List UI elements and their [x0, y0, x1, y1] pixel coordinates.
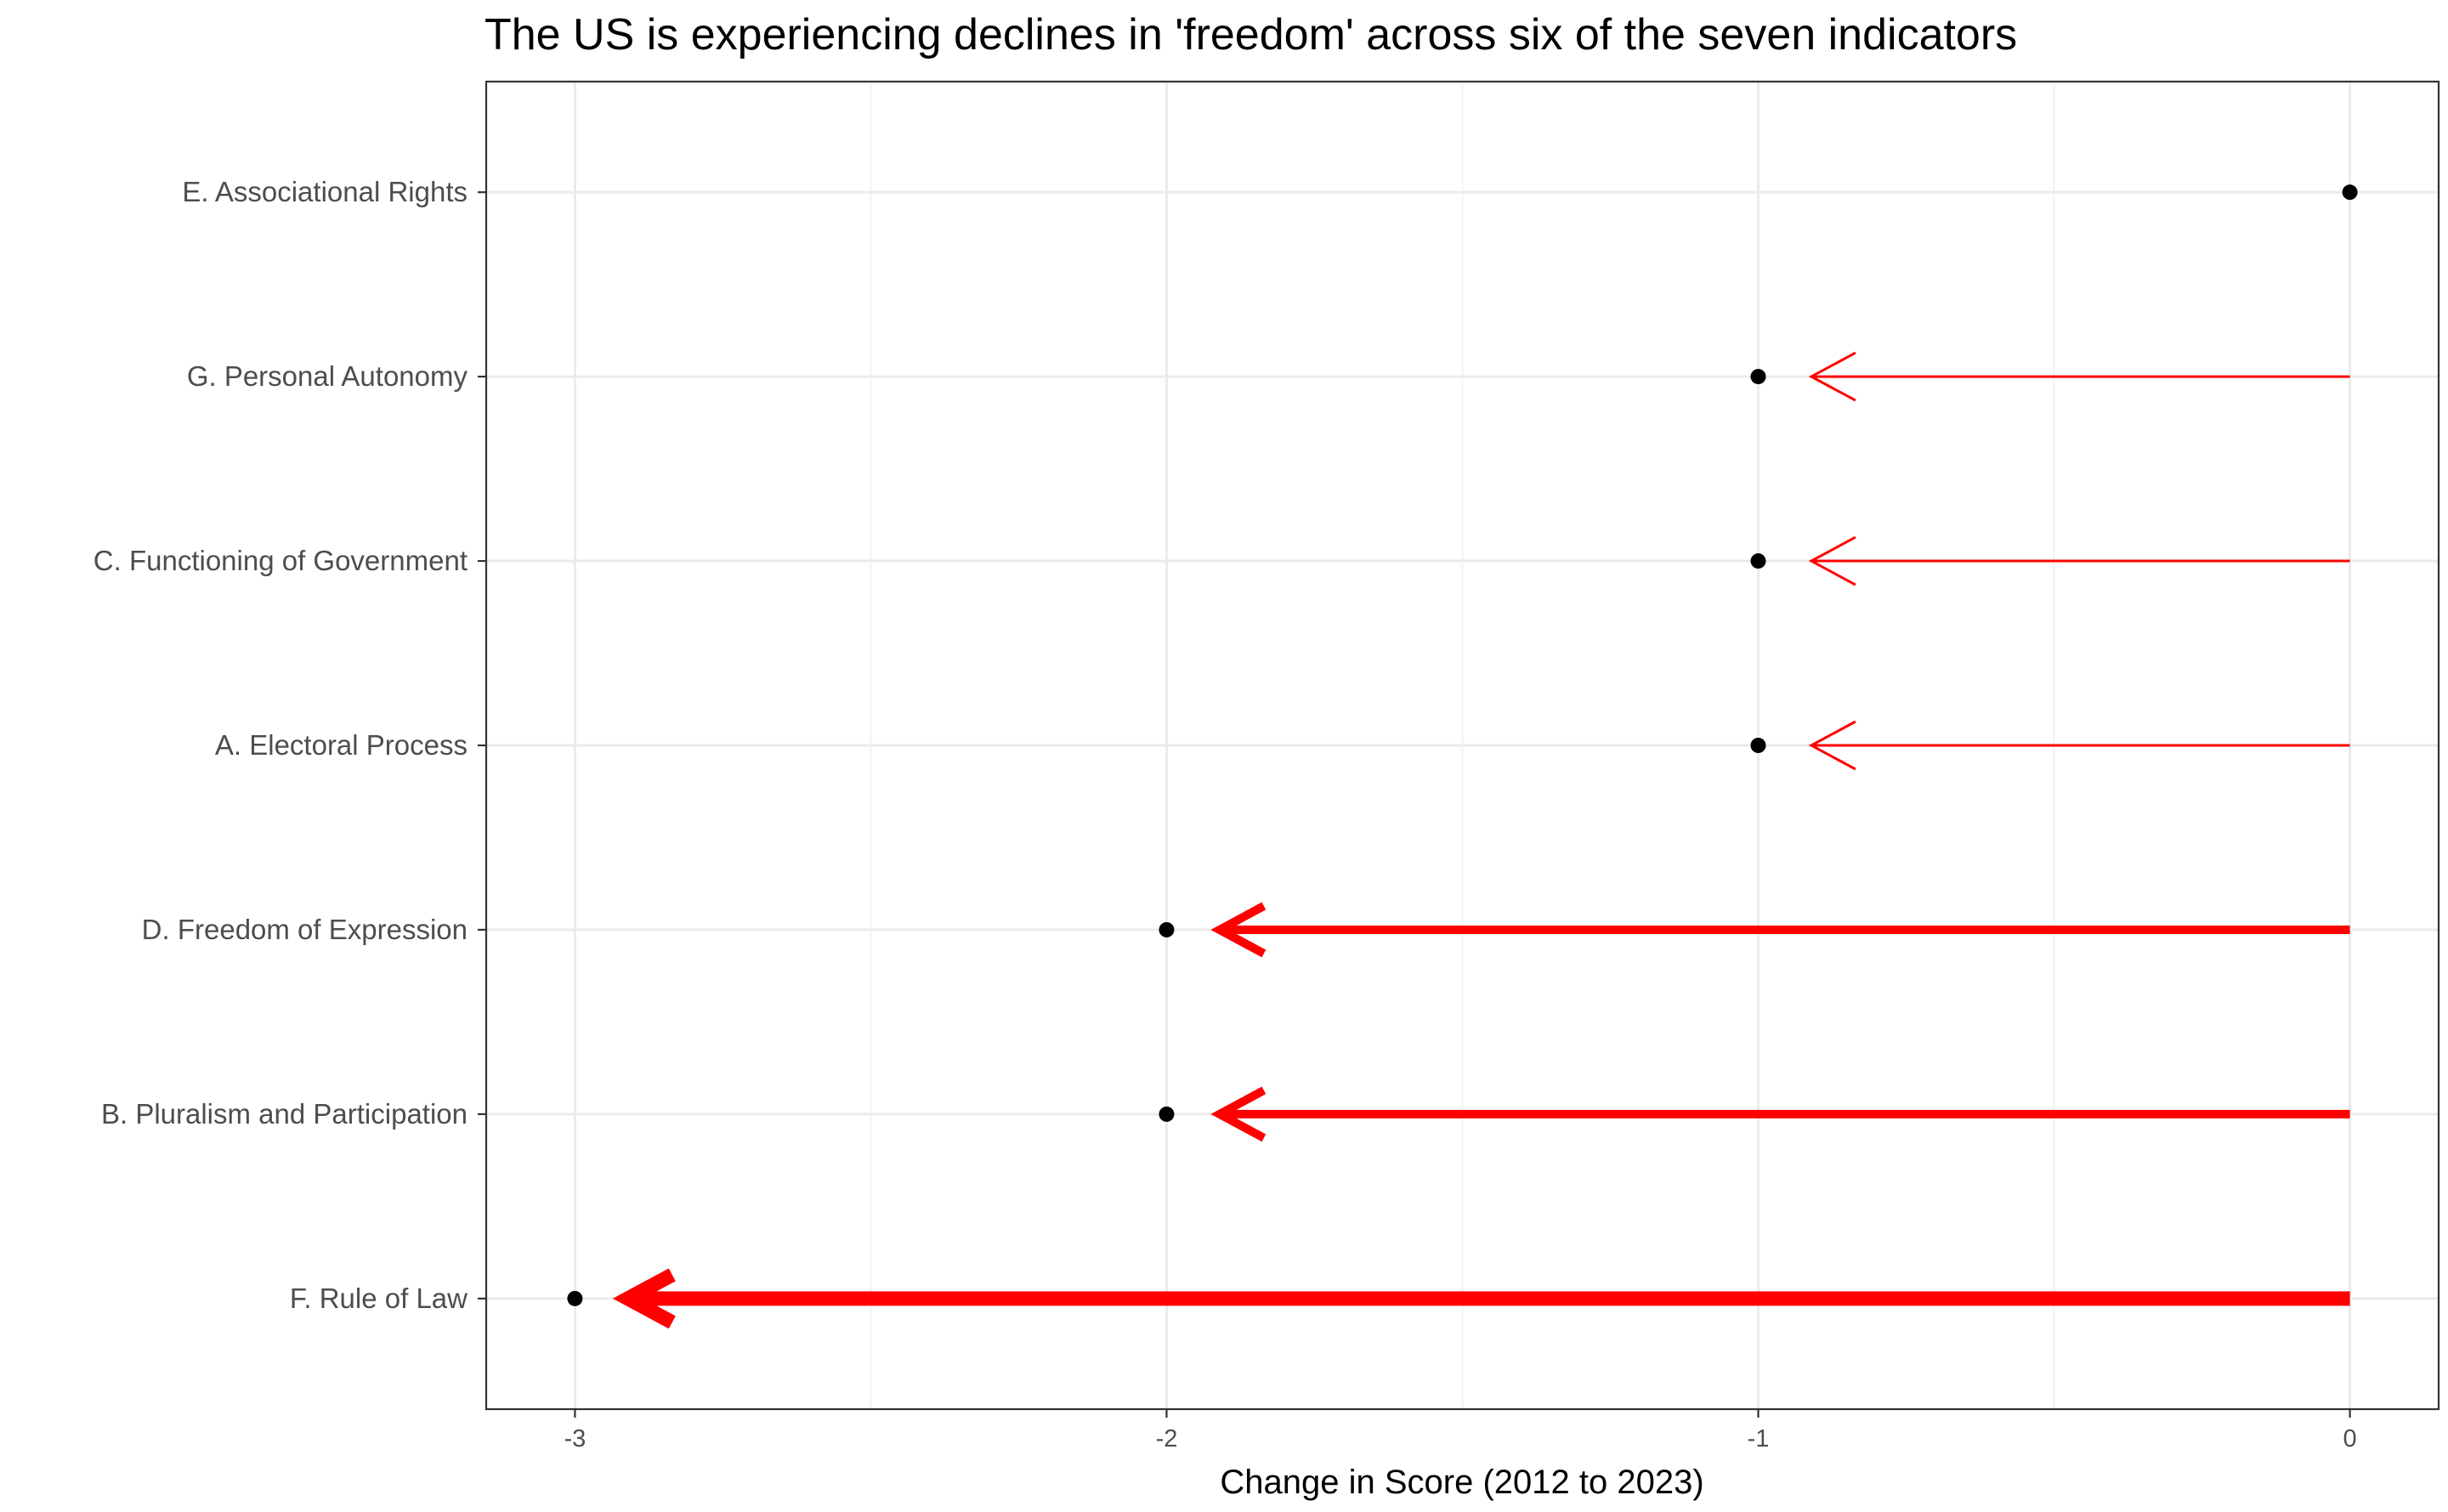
category-label: F. Rule of Law — [290, 1283, 468, 1314]
x-axis-title: Change in Score (2012 to 2023) — [1220, 1464, 1703, 1501]
arrow-head — [612, 1268, 676, 1329]
category-label: A. Electoral Process — [215, 729, 468, 761]
arrow-head — [1210, 1086, 1266, 1142]
decline-arrow — [612, 1268, 2350, 1329]
y-axis: E. Associational Rights G. Personal Auton… — [94, 176, 486, 1314]
decline-arrow — [1210, 1086, 2350, 1142]
x-axis: -3 -2 -1 0 — [564, 1409, 2357, 1453]
x-tick-label: -1 — [1748, 1425, 1770, 1453]
data-points — [567, 184, 2358, 1306]
x-tick-label: 0 — [2343, 1425, 2357, 1453]
data-point — [1159, 921, 1175, 937]
x-tick-label: -2 — [1156, 1425, 1178, 1453]
data-point — [1750, 738, 1766, 753]
decline-arrow — [1808, 351, 2350, 402]
arrow-head — [1808, 720, 1856, 771]
arrow-head — [1210, 902, 1266, 958]
data-point — [1750, 369, 1766, 385]
category-label: D. Freedom of Expression — [142, 914, 468, 945]
data-point — [1750, 553, 1766, 569]
category-label: E. Associational Rights — [182, 176, 468, 207]
arrow-head — [1808, 535, 1856, 586]
decline-arrow — [1210, 902, 2350, 958]
data-point — [2342, 184, 2358, 201]
decline-arrow — [1808, 535, 2350, 586]
category-label: C. Functioning of Government — [94, 545, 468, 576]
chart-title: The US is experiencing declines in 'free… — [484, 10, 2017, 59]
x-tick-label: -3 — [564, 1425, 586, 1453]
arrow-head — [1808, 351, 1856, 402]
category-label: G. Personal Autonomy — [187, 360, 468, 392]
data-point — [1159, 1106, 1175, 1122]
data-point — [567, 1290, 583, 1306]
decline-arrows — [612, 351, 2350, 1329]
category-label: B. Pluralism and Participation — [101, 1098, 468, 1130]
decline-arrow — [1808, 720, 2350, 771]
